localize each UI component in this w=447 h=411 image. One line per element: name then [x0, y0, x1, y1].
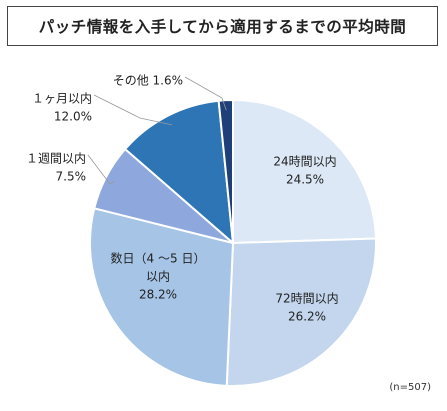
pie-slice: [89, 207, 235, 387]
sample-size-note: (n=507): [389, 382, 431, 393]
slice-label: 72時間以内: [275, 292, 338, 306]
leader-line: [184, 76, 227, 111]
chart-title-box: パッチ情報を入手してから適用するまでの平均時間: [7, 6, 438, 46]
slice-label: 24時間以内: [273, 155, 336, 169]
chart-title: パッチ情報を入手してから適用するまでの平均時間: [38, 18, 407, 36]
pie-slice: [217, 98, 234, 244]
slice-label: 28.2%: [139, 288, 177, 302]
slice-label: 24.5%: [286, 173, 324, 187]
pie-slice: [232, 98, 377, 245]
pie-slice: [225, 237, 377, 387]
slice-label: 7.5%: [56, 170, 87, 184]
slice-label: 12.0%: [54, 110, 92, 124]
slice-label: １ヶ月以内: [32, 92, 92, 106]
leader-line: [93, 94, 172, 126]
pie-slice: [123, 99, 235, 246]
leader-line: [87, 154, 116, 185]
slice-label: 数日（4 ～5 日）: [111, 251, 206, 266]
slice-label: 以内: [146, 270, 170, 284]
slice-label: １週間以内: [26, 152, 86, 166]
slice-label: 26.2%: [288, 310, 326, 324]
slice-label: その他 1.6%: [113, 74, 183, 88]
